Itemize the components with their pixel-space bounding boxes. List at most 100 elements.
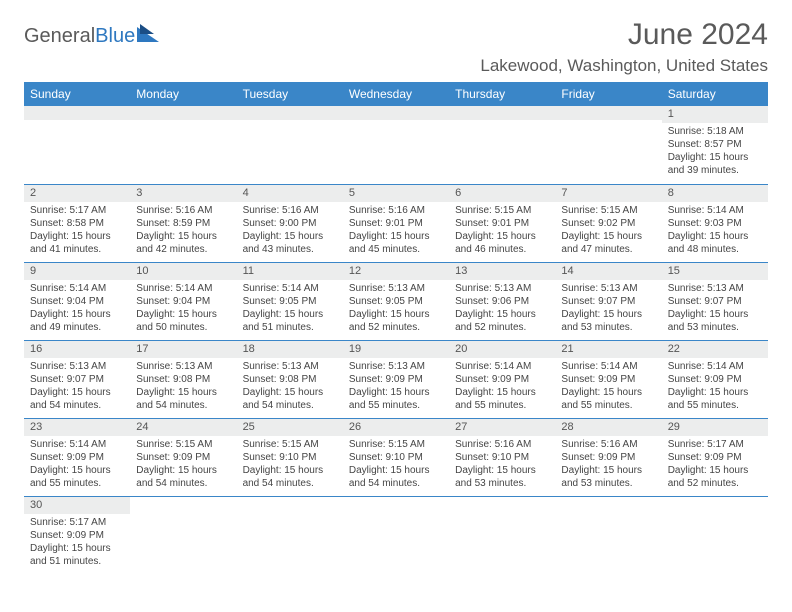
- sunset-line: Sunset: 9:01 PM: [349, 217, 443, 230]
- day-detail: Sunrise: 5:14 AMSunset: 9:04 PMDaylight:…: [24, 280, 130, 338]
- day-number: 17: [130, 341, 236, 358]
- day-detail: Sunrise: 5:13 AMSunset: 9:07 PMDaylight:…: [662, 280, 768, 338]
- day-number: 12: [343, 263, 449, 280]
- calendar-cell-blank: [343, 106, 449, 184]
- sunrise-line: Sunrise: 5:13 AM: [455, 282, 549, 295]
- sunset-line: Sunset: 9:09 PM: [561, 451, 655, 464]
- header: GeneralBlue June 2024 Lakewood, Washingt…: [24, 18, 768, 76]
- daylight-line: Daylight: 15 hours and 52 minutes.: [349, 308, 443, 334]
- calendar-cell-blank: [449, 106, 555, 184]
- calendar-cell-blank: [24, 106, 130, 184]
- sunrise-line: Sunrise: 5:13 AM: [668, 282, 762, 295]
- calendar-cell: 25Sunrise: 5:15 AMSunset: 9:10 PMDayligh…: [237, 418, 343, 496]
- day-detail: Sunrise: 5:17 AMSunset: 9:09 PMDaylight:…: [662, 436, 768, 494]
- calendar-cell: 15Sunrise: 5:13 AMSunset: 9:07 PMDayligh…: [662, 262, 768, 340]
- calendar-row: 30Sunrise: 5:17 AMSunset: 9:09 PMDayligh…: [24, 496, 768, 574]
- day-header: Friday: [555, 82, 661, 106]
- daylight-line: Daylight: 15 hours and 53 minutes.: [668, 308, 762, 334]
- day-detail: Sunrise: 5:15 AMSunset: 9:10 PMDaylight:…: [237, 436, 343, 494]
- daylight-line: Daylight: 15 hours and 46 minutes.: [455, 230, 549, 256]
- day-detail: Sunrise: 5:15 AMSunset: 9:01 PMDaylight:…: [449, 202, 555, 260]
- day-detail: Sunrise: 5:16 AMSunset: 8:59 PMDaylight:…: [130, 202, 236, 260]
- sunset-line: Sunset: 8:58 PM: [30, 217, 124, 230]
- sunset-line: Sunset: 9:09 PM: [136, 451, 230, 464]
- sunset-line: Sunset: 9:08 PM: [136, 373, 230, 386]
- calendar-table: SundayMondayTuesdayWednesdayThursdayFrid…: [24, 82, 768, 574]
- day-number: 15: [662, 263, 768, 280]
- day-number: 23: [24, 419, 130, 436]
- calendar-cell: 26Sunrise: 5:15 AMSunset: 9:10 PMDayligh…: [343, 418, 449, 496]
- sunset-line: Sunset: 8:59 PM: [136, 217, 230, 230]
- sunset-line: Sunset: 9:09 PM: [30, 529, 124, 542]
- sunset-line: Sunset: 9:02 PM: [561, 217, 655, 230]
- daylight-line: Daylight: 15 hours and 53 minutes.: [455, 464, 549, 490]
- day-number: 24: [130, 419, 236, 436]
- calendar-cell-blank: [237, 496, 343, 574]
- location-subtitle: Lakewood, Washington, United States: [480, 56, 768, 76]
- calendar-head: SundayMondayTuesdayWednesdayThursdayFrid…: [24, 82, 768, 106]
- sunrise-line: Sunrise: 5:14 AM: [30, 438, 124, 451]
- calendar-cell: 28Sunrise: 5:16 AMSunset: 9:09 PMDayligh…: [555, 418, 661, 496]
- day-number: 5: [343, 185, 449, 202]
- day-number: 11: [237, 263, 343, 280]
- sunset-line: Sunset: 9:06 PM: [455, 295, 549, 308]
- daylight-line: Daylight: 15 hours and 54 minutes.: [243, 386, 337, 412]
- sunset-line: Sunset: 9:09 PM: [668, 451, 762, 464]
- calendar-row: 23Sunrise: 5:14 AMSunset: 9:09 PMDayligh…: [24, 418, 768, 496]
- calendar-cell: 5Sunrise: 5:16 AMSunset: 9:01 PMDaylight…: [343, 184, 449, 262]
- day-detail: Sunrise: 5:18 AMSunset: 8:57 PMDaylight:…: [662, 123, 768, 181]
- sunrise-line: Sunrise: 5:17 AM: [30, 204, 124, 217]
- day-detail: Sunrise: 5:14 AMSunset: 9:09 PMDaylight:…: [555, 358, 661, 416]
- daylight-line: Daylight: 15 hours and 48 minutes.: [668, 230, 762, 256]
- calendar-cell: 8Sunrise: 5:14 AMSunset: 9:03 PMDaylight…: [662, 184, 768, 262]
- day-detail: Sunrise: 5:14 AMSunset: 9:09 PMDaylight:…: [24, 436, 130, 494]
- day-detail: Sunrise: 5:16 AMSunset: 9:01 PMDaylight:…: [343, 202, 449, 260]
- day-detail: Sunrise: 5:13 AMSunset: 9:07 PMDaylight:…: [555, 280, 661, 338]
- day-detail: Sunrise: 5:17 AMSunset: 9:09 PMDaylight:…: [24, 514, 130, 572]
- day-number: 28: [555, 419, 661, 436]
- day-number: 8: [662, 185, 768, 202]
- sunrise-line: Sunrise: 5:13 AM: [349, 282, 443, 295]
- sunset-line: Sunset: 8:57 PM: [668, 138, 762, 151]
- calendar-row: 1Sunrise: 5:18 AMSunset: 8:57 PMDaylight…: [24, 106, 768, 184]
- calendar-cell: 30Sunrise: 5:17 AMSunset: 9:09 PMDayligh…: [24, 496, 130, 574]
- calendar-cell: 18Sunrise: 5:13 AMSunset: 9:08 PMDayligh…: [237, 340, 343, 418]
- calendar-cell: 7Sunrise: 5:15 AMSunset: 9:02 PMDaylight…: [555, 184, 661, 262]
- sunrise-line: Sunrise: 5:13 AM: [349, 360, 443, 373]
- day-detail: Sunrise: 5:16 AMSunset: 9:00 PMDaylight:…: [237, 202, 343, 260]
- daylight-line: Daylight: 15 hours and 52 minutes.: [455, 308, 549, 334]
- calendar-cell-blank: [130, 106, 236, 184]
- daylight-line: Daylight: 15 hours and 45 minutes.: [349, 230, 443, 256]
- day-number: 27: [449, 419, 555, 436]
- sunrise-line: Sunrise: 5:13 AM: [561, 282, 655, 295]
- daylight-line: Daylight: 15 hours and 55 minutes.: [561, 386, 655, 412]
- day-detail: Sunrise: 5:17 AMSunset: 8:58 PMDaylight:…: [24, 202, 130, 260]
- daylight-line: Daylight: 15 hours and 55 minutes.: [455, 386, 549, 412]
- day-detail: Sunrise: 5:14 AMSunset: 9:04 PMDaylight:…: [130, 280, 236, 338]
- calendar-cell: 20Sunrise: 5:14 AMSunset: 9:09 PMDayligh…: [449, 340, 555, 418]
- month-title: June 2024: [480, 18, 768, 52]
- day-number: 6: [449, 185, 555, 202]
- day-header: Sunday: [24, 82, 130, 106]
- day-header: Monday: [130, 82, 236, 106]
- daylight-line: Daylight: 15 hours and 54 minutes.: [349, 464, 443, 490]
- sunrise-line: Sunrise: 5:14 AM: [668, 360, 762, 373]
- daylight-line: Daylight: 15 hours and 49 minutes.: [30, 308, 124, 334]
- calendar-cell: 11Sunrise: 5:14 AMSunset: 9:05 PMDayligh…: [237, 262, 343, 340]
- daylight-line: Daylight: 15 hours and 53 minutes.: [561, 308, 655, 334]
- day-detail: Sunrise: 5:16 AMSunset: 9:09 PMDaylight:…: [555, 436, 661, 494]
- daylight-line: Daylight: 15 hours and 47 minutes.: [561, 230, 655, 256]
- day-number: 16: [24, 341, 130, 358]
- calendar-cell-blank: [555, 496, 661, 574]
- sunrise-line: Sunrise: 5:16 AM: [243, 204, 337, 217]
- daylight-line: Daylight: 15 hours and 39 minutes.: [668, 151, 762, 177]
- daylight-line: Daylight: 15 hours and 50 minutes.: [136, 308, 230, 334]
- sunset-line: Sunset: 9:10 PM: [243, 451, 337, 464]
- sunrise-line: Sunrise: 5:13 AM: [136, 360, 230, 373]
- sunset-line: Sunset: 9:05 PM: [349, 295, 443, 308]
- title-block: June 2024 Lakewood, Washington, United S…: [480, 18, 768, 76]
- calendar-cell: 16Sunrise: 5:13 AMSunset: 9:07 PMDayligh…: [24, 340, 130, 418]
- day-number: 3: [130, 185, 236, 202]
- sunrise-line: Sunrise: 5:18 AM: [668, 125, 762, 138]
- day-number: 30: [24, 497, 130, 514]
